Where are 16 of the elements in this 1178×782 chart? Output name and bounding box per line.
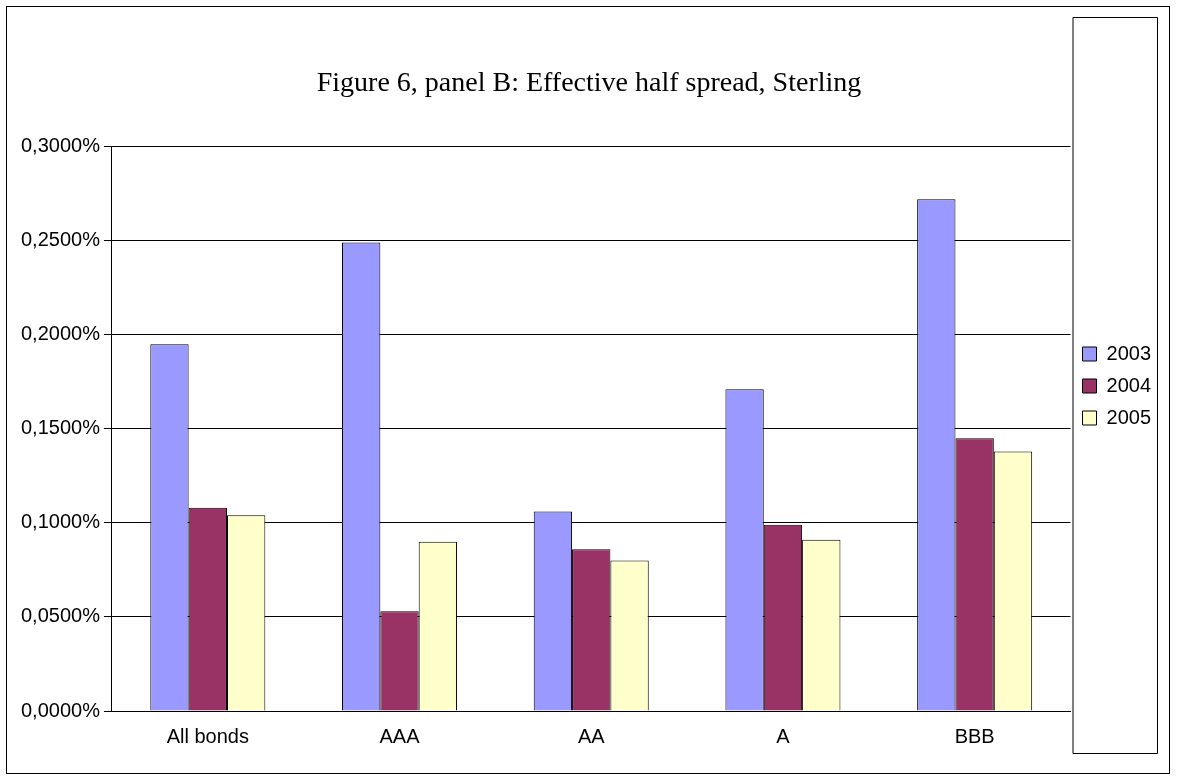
legend-label: 2005 [1106, 405, 1152, 428]
y-tick-label: 0,3000% [20, 134, 101, 157]
y-tick-label: 0,0500% [20, 604, 101, 627]
x-tick-label: All bonds [166, 724, 249, 747]
y-tick-label: 0,1500% [20, 416, 101, 439]
chart-title: Figure 6, panel B: Effective half spread, Sterling [316, 66, 862, 98]
y-tick-label: 0,2500% [20, 228, 101, 251]
x-tick-label: BBB [954, 724, 995, 747]
y-tick-label: 0,1000% [20, 510, 101, 533]
y-tick-label: 0,0000% [20, 698, 101, 721]
legend-label: 2004 [1106, 373, 1152, 396]
x-tick-label: AA [577, 724, 606, 747]
y-tick-label: 0,2000% [20, 322, 101, 345]
x-tick-label: A [776, 724, 791, 747]
x-tick-label: AAA [379, 724, 421, 747]
legend-label: 2003 [1106, 341, 1152, 364]
